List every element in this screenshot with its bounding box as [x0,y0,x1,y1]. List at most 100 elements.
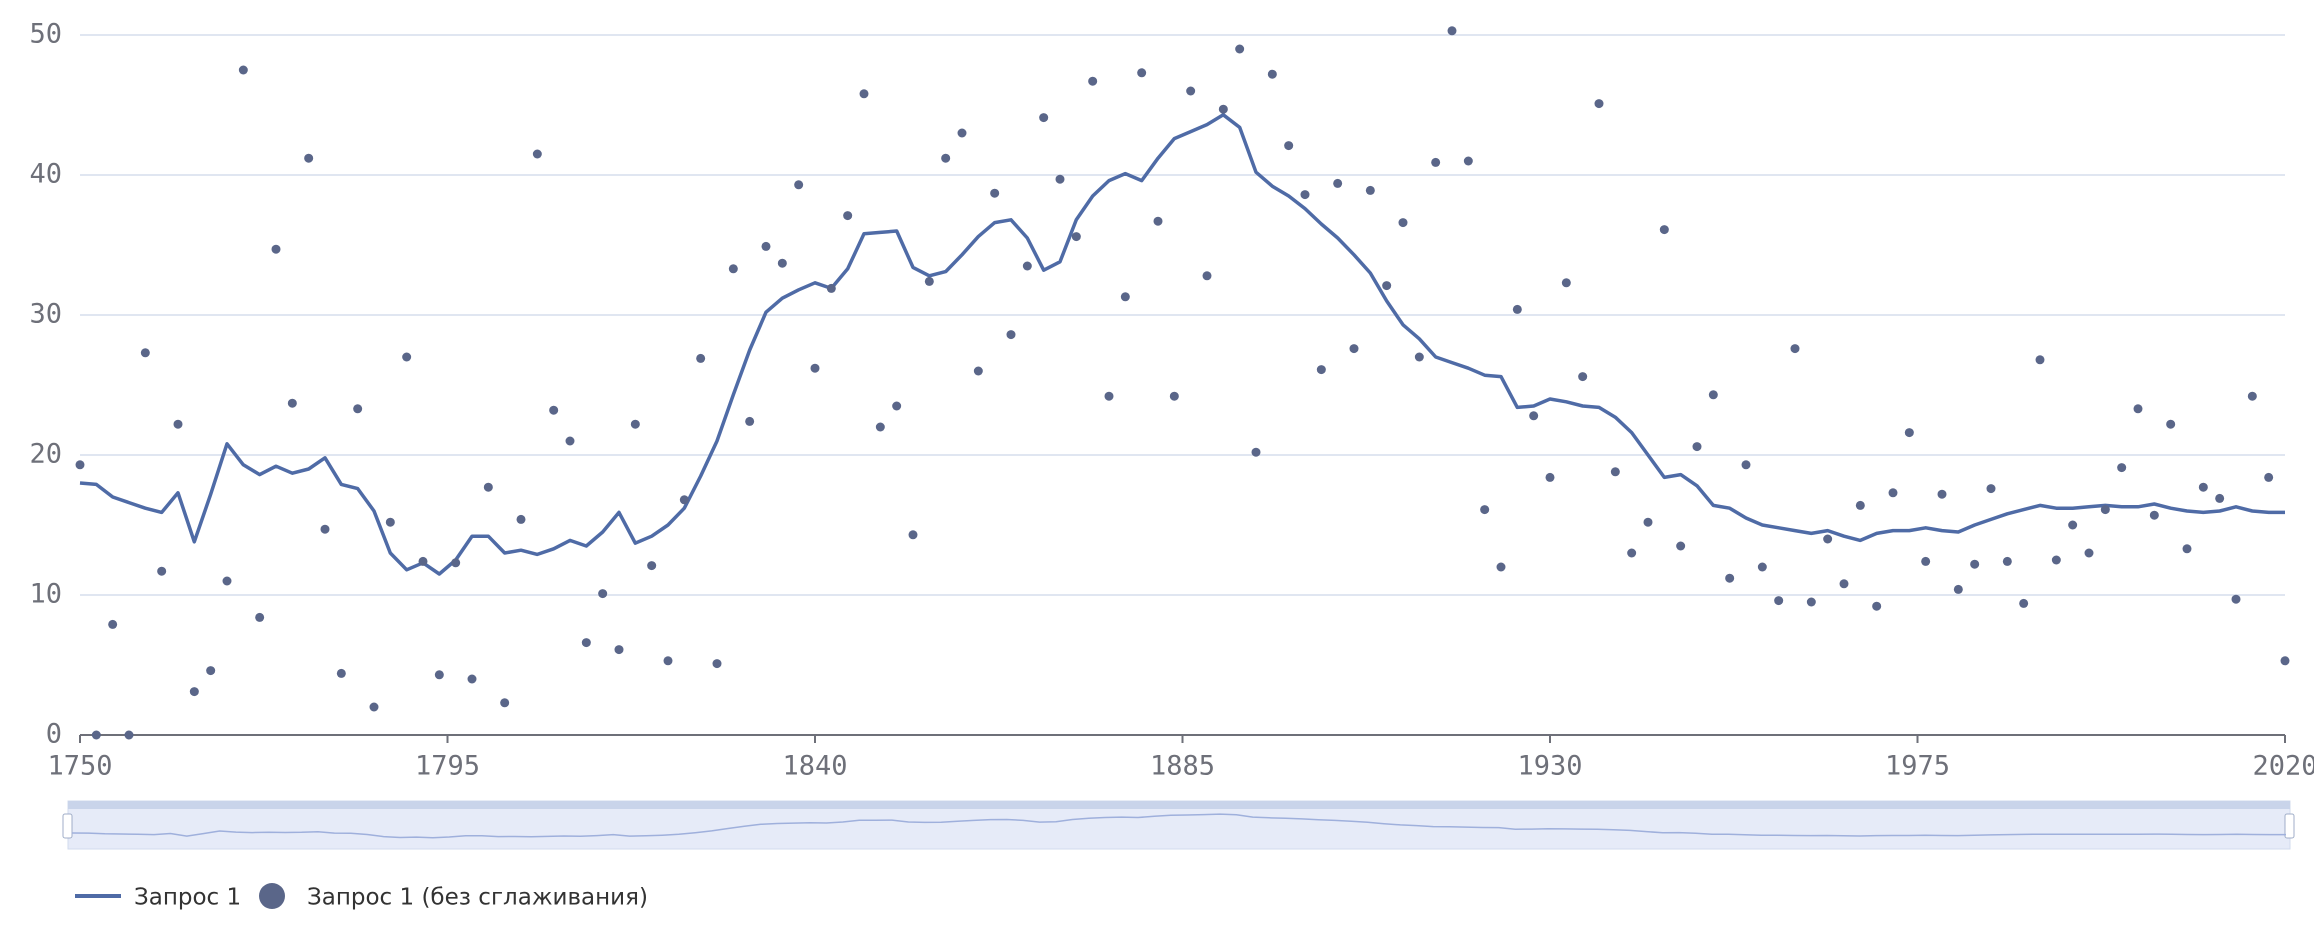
point [892,401,902,411]
point [712,659,722,669]
point [2182,544,2192,554]
point [1806,597,1816,607]
point [2231,594,2241,604]
navigator-line [71,813,2286,839]
point [320,524,330,534]
point [679,495,689,505]
point [1169,391,1179,401]
point [124,730,134,740]
point [1251,447,1261,457]
point [75,460,85,470]
point [1137,68,1147,78]
point [500,698,510,708]
point [1349,344,1359,354]
point [1545,472,1555,482]
point [843,211,853,221]
point [2035,355,2045,365]
point [924,276,934,286]
point [2247,391,2257,401]
point [451,558,461,568]
point [1676,541,1686,551]
legend-dot-swatch[interactable] [259,883,285,909]
point [1480,505,1490,515]
navigator-handle[interactable] [2284,813,2295,839]
point [745,416,755,426]
x-tick-label: 2020 [2252,751,2314,782]
point [2149,510,2159,520]
point [1610,467,1620,477]
point [1561,278,1571,288]
point [1855,500,1865,510]
point [1284,141,1294,151]
point [1104,391,1114,401]
point [777,258,787,268]
y-tick-label: 0 [46,719,62,750]
point [761,241,771,251]
point [418,556,428,566]
point [696,353,706,363]
x-tick-label: 1840 [782,751,847,782]
point [1872,601,1882,611]
point [1333,178,1343,188]
legend-label[interactable]: Запрос 1 (без сглаживания) [307,885,648,911]
point [810,363,820,373]
point [1382,281,1392,291]
point [369,702,379,712]
point [1316,365,1326,375]
point [173,419,183,429]
point [598,589,608,599]
point [565,436,575,446]
point [1937,489,1947,499]
point [304,153,314,163]
point [1071,232,1081,242]
point [532,149,542,159]
point [859,89,869,99]
point [1414,352,1424,362]
y-tick-label: 50 [29,19,62,50]
point [271,244,281,254]
point [2198,482,2208,492]
point [336,668,346,678]
point [1741,460,1751,470]
navigator-handle[interactable] [62,813,73,839]
point [614,645,624,655]
point [91,730,101,740]
point [1022,261,1032,271]
point [1398,218,1408,228]
point [2166,419,2176,429]
point [875,422,885,432]
point [1659,225,1669,235]
point [1202,271,1212,281]
point [1235,44,1245,54]
point [1970,559,1980,569]
point [353,404,363,414]
point [1039,113,1049,123]
point [794,180,804,190]
point [1120,292,1130,302]
point [1578,372,1588,382]
point [2280,656,2290,666]
point [728,264,738,274]
point [1790,344,1800,354]
point [1300,190,1310,200]
point [1088,76,1098,86]
point [1986,484,1996,494]
point [1953,584,1963,594]
point [1463,156,1473,166]
point [287,398,297,408]
point [2002,556,2012,566]
point [157,566,167,576]
point [385,517,395,527]
point [206,666,216,676]
point [1267,69,1277,79]
point [647,561,657,571]
point [1904,428,1914,438]
point [2215,493,2225,503]
legend-label[interactable]: Запрос 1 [134,885,241,911]
point [549,405,559,415]
point [1757,562,1767,572]
navigator-bar[interactable] [68,801,2290,809]
point [957,128,967,138]
point [581,638,591,648]
point [2084,548,2094,558]
